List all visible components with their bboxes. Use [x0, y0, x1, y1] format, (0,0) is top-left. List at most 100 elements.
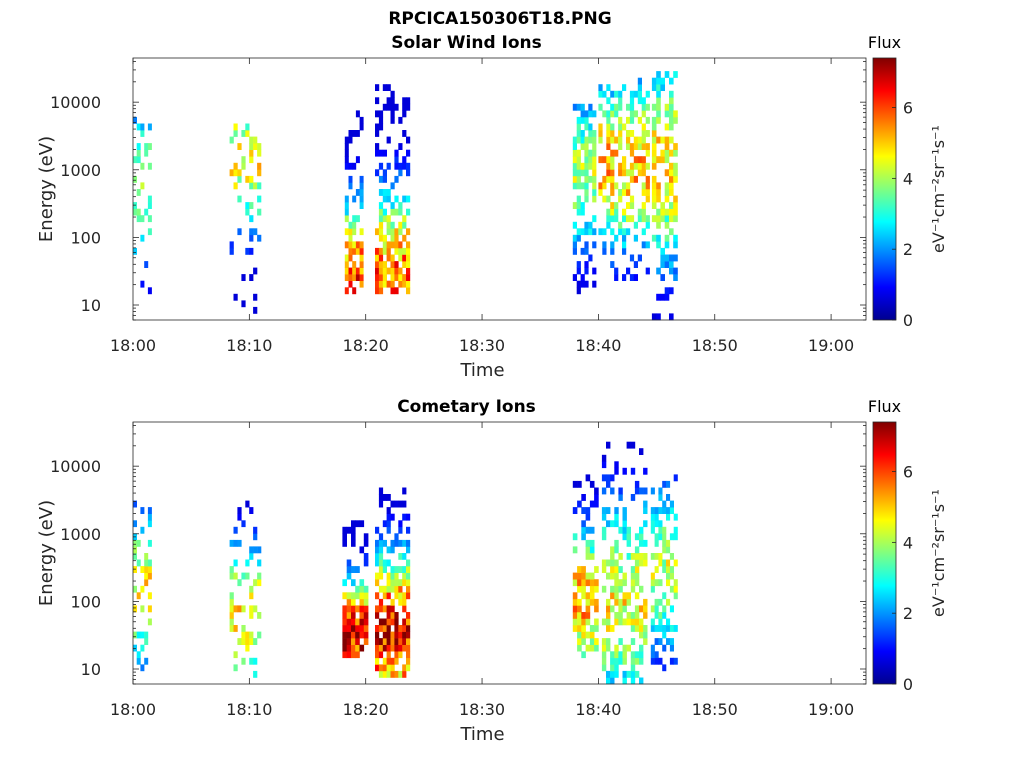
heatmap-cell — [660, 84, 665, 91]
heatmap-cell — [386, 520, 391, 528]
heatmap-cell — [669, 90, 674, 98]
heatmap-cell — [249, 215, 254, 223]
heatmap-cell — [656, 97, 661, 105]
heatmap-cell — [257, 631, 262, 639]
heatmap-cell — [351, 631, 356, 639]
heatmap-cell — [618, 195, 623, 203]
heatmap-cell — [402, 572, 407, 580]
heatmap-cell — [643, 638, 648, 645]
heatmap-cell — [645, 90, 650, 98]
heatmap-cell — [614, 598, 619, 606]
heatmap-cell — [394, 274, 399, 281]
heatmap-cell — [572, 605, 578, 613]
heatmap-cell — [390, 579, 395, 587]
heatmap-cell — [237, 579, 242, 587]
heatmap-cell — [572, 241, 577, 249]
heatmap-cell — [390, 664, 395, 672]
heatmap-cell — [598, 103, 603, 111]
heatmap-cell — [363, 539, 369, 547]
heatmap-cell — [577, 572, 582, 580]
heatmap-cell — [406, 579, 411, 587]
heatmap-cell — [577, 480, 582, 488]
heatmap-cell — [394, 287, 399, 295]
heatmap-cell — [386, 247, 391, 255]
heatmap-cell — [394, 572, 399, 580]
heatmap-cell — [580, 247, 585, 255]
heatmap-cell — [589, 631, 595, 639]
heatmap-cell — [576, 149, 581, 157]
heatmap-cell — [588, 136, 593, 144]
heatmap-cell — [589, 625, 595, 632]
heatmap-cell — [639, 539, 644, 547]
heatmap-cell — [610, 566, 615, 573]
heatmap-cell — [673, 254, 678, 262]
heatmap-cell — [584, 110, 589, 118]
heatmap-cell — [351, 579, 356, 587]
heatmap-cell — [386, 657, 391, 665]
heatmap-cell — [359, 195, 364, 203]
heatmap-cell — [390, 546, 395, 554]
heatmap-cell — [398, 254, 403, 262]
heatmap-cell — [626, 612, 631, 619]
heatmap-cell — [351, 644, 356, 652]
heatmap-cell — [606, 474, 611, 482]
heatmap-cell — [589, 480, 595, 488]
heatmap-cell — [601, 487, 607, 495]
heatmap-cell — [669, 149, 674, 157]
heatmap-cell — [610, 169, 615, 177]
heatmap-cell — [673, 195, 678, 203]
heatmap-cell — [606, 572, 611, 580]
heatmap-cell — [584, 221, 589, 229]
heatmap-cell — [348, 175, 353, 183]
heatmap-cell — [651, 123, 657, 131]
heatmap-cell — [610, 156, 615, 164]
heatmap-cell — [572, 103, 577, 111]
heatmap-cell — [658, 487, 663, 495]
heatmap-cell — [386, 618, 391, 626]
heatmap-cell — [673, 241, 678, 249]
heatmap-cell — [650, 585, 655, 593]
heatmap-cell — [229, 618, 234, 626]
heatmap-cell — [673, 592, 678, 600]
heatmap-cell — [673, 110, 678, 118]
heatmap-cell — [140, 215, 145, 223]
heatmap-cell — [390, 500, 395, 508]
heatmap-cell — [656, 221, 661, 229]
heatmap-cell — [233, 625, 238, 632]
heatmap-cell — [639, 651, 644, 659]
heatmap-cell — [355, 638, 360, 645]
heatmap-cell — [577, 631, 582, 639]
x-tick-label: 19:00 — [808, 336, 854, 355]
heatmap-cell — [662, 625, 667, 632]
heatmap-cell — [592, 228, 597, 236]
heatmap-cell — [622, 533, 627, 541]
heatmap-cell — [626, 526, 631, 534]
heatmap-cell — [637, 208, 642, 216]
heatmap-cell — [626, 130, 631, 137]
heatmap-cell — [633, 234, 638, 242]
heatmap-cell — [581, 566, 586, 573]
y-tick-label: 10 — [81, 296, 101, 315]
heatmap-cell — [594, 579, 599, 587]
heatmap-cell — [378, 208, 384, 216]
heatmap-cell — [588, 149, 593, 157]
heatmap-cell — [245, 175, 250, 183]
heatmap-cell — [614, 572, 619, 580]
heatmap-cell — [610, 228, 615, 236]
heatmap-cell — [144, 149, 149, 157]
heatmap-cell — [390, 110, 395, 118]
heatmap-cell — [622, 657, 627, 665]
heatmap-cell — [375, 612, 380, 619]
heatmap-cell — [639, 631, 644, 639]
heatmap-cell — [654, 513, 659, 521]
heatmap-cell — [342, 618, 347, 626]
heatmap-cell — [592, 149, 597, 157]
heatmap-cell — [660, 208, 665, 216]
heatmap-cell — [602, 195, 607, 203]
heatmap-cell — [406, 572, 411, 580]
heatmap-cell — [241, 300, 246, 308]
heatmap-cell — [237, 513, 242, 521]
heatmap-cell — [378, 598, 384, 606]
heatmap-cell — [641, 189, 646, 196]
heatmap-cell — [363, 612, 369, 619]
